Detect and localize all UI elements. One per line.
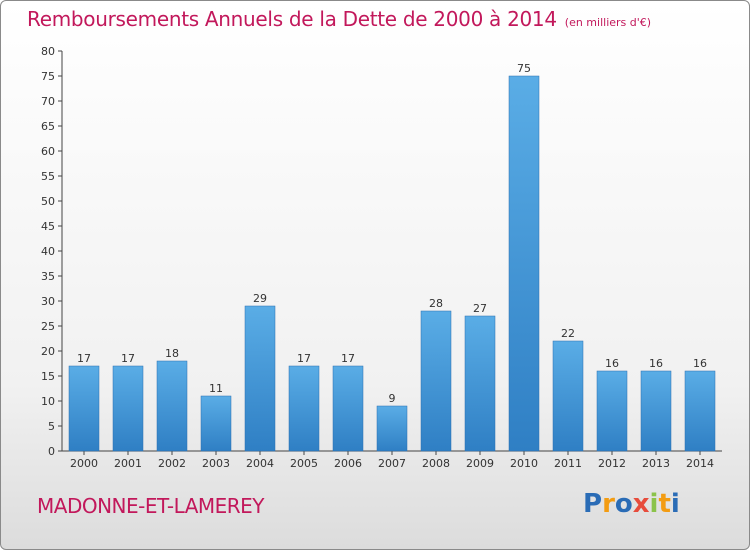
bar-2013 bbox=[640, 370, 672, 452]
chart-title: Remboursements Annuels de la Dette de 20… bbox=[27, 7, 651, 31]
bar-2000 bbox=[68, 365, 100, 452]
chart-unit: (en milliers d'€) bbox=[564, 16, 652, 29]
y-tick-label: 20 bbox=[41, 345, 55, 358]
bar-value-label: 11 bbox=[209, 382, 223, 395]
y-tick-label: 55 bbox=[41, 170, 55, 183]
logo-letter: i bbox=[670, 489, 680, 519]
bar-2011 bbox=[552, 340, 584, 452]
x-tick-label: 2004 bbox=[246, 457, 274, 470]
bar-2003 bbox=[200, 395, 232, 452]
x-tick-label: 2007 bbox=[378, 457, 406, 470]
y-tick-label: 45 bbox=[41, 220, 55, 233]
bar-value-label: 18 bbox=[165, 347, 179, 360]
y-tick-label: 15 bbox=[41, 370, 55, 383]
bar-2007 bbox=[376, 405, 408, 452]
x-tick-label: 2010 bbox=[510, 457, 538, 470]
logo-letter: P bbox=[583, 489, 603, 519]
bar-value-label: 16 bbox=[605, 357, 619, 370]
bar-2012 bbox=[596, 370, 628, 452]
bar-value-label: 16 bbox=[649, 357, 663, 370]
x-tick-label: 2002 bbox=[158, 457, 186, 470]
chart-axes: 0 5 10 15 20 25 30 35 40 45 50 55 60 65 70 75 80 2000 2001… bbox=[41, 45, 722, 470]
x-tick-label: 2014 bbox=[686, 457, 714, 470]
y-tick-label: 40 bbox=[41, 245, 55, 258]
logo-letter: r bbox=[602, 489, 615, 519]
logo-letter: t bbox=[658, 489, 671, 519]
x-tick-label: 2003 bbox=[202, 457, 230, 470]
bar-2004 bbox=[244, 305, 276, 452]
bar-2002 bbox=[156, 360, 188, 452]
bar-2006 bbox=[332, 365, 364, 452]
bar-2010 bbox=[508, 75, 540, 452]
y-tick-label: 60 bbox=[41, 145, 55, 158]
y-tick-label: 50 bbox=[41, 195, 55, 208]
bar-value-label: 27 bbox=[473, 302, 487, 315]
bar-value-label: 29 bbox=[253, 292, 267, 305]
bar-value-label: 17 bbox=[77, 352, 91, 365]
x-tick-label: 2000 bbox=[70, 457, 98, 470]
town-name: MADONNE-ET-LAMEREY bbox=[37, 494, 265, 518]
bar-2008 bbox=[420, 310, 452, 452]
x-tick-label: 2005 bbox=[290, 457, 318, 470]
y-tick-label: 75 bbox=[41, 70, 55, 83]
x-tick-label: 2008 bbox=[422, 457, 450, 470]
x-tick-label: 2011 bbox=[554, 457, 582, 470]
x-tick-label: 2012 bbox=[598, 457, 626, 470]
bar-2014 bbox=[684, 370, 716, 452]
logo-letter: x bbox=[632, 489, 650, 519]
bar-2001 bbox=[112, 365, 144, 452]
y-tick-label: 70 bbox=[41, 95, 55, 108]
chart-title-text: Remboursements Annuels de la Dette de 20… bbox=[27, 7, 557, 31]
bar-value-label: 17 bbox=[341, 352, 355, 365]
x-tick-label: 2001 bbox=[114, 457, 142, 470]
x-tick-label: 2006 bbox=[334, 457, 362, 470]
y-tick-label: 10 bbox=[41, 395, 55, 408]
logo-letter: o bbox=[614, 489, 633, 519]
bar-value-label: 75 bbox=[517, 62, 531, 75]
bar-value-label: 22 bbox=[561, 327, 575, 340]
proxiti-logo: Proxiti bbox=[583, 489, 680, 519]
bar-value-label: 16 bbox=[693, 357, 707, 370]
y-tick-label: 80 bbox=[41, 45, 55, 58]
y-tick-label: 25 bbox=[41, 320, 55, 333]
logo-letter: i bbox=[649, 489, 659, 519]
x-tick-label: 2009 bbox=[466, 457, 494, 470]
y-tick-label: 35 bbox=[41, 270, 55, 283]
bar-value-label: 17 bbox=[121, 352, 135, 365]
y-tick-label: 30 bbox=[41, 295, 55, 308]
bar-value-label: 17 bbox=[297, 352, 311, 365]
bar-value-label: 28 bbox=[429, 297, 443, 310]
y-tick-label: 5 bbox=[48, 420, 55, 433]
bar-2005 bbox=[288, 365, 320, 452]
bar-2009 bbox=[464, 315, 496, 452]
bar-value-label: 9 bbox=[389, 392, 396, 405]
y-tick-label: 0 bbox=[48, 445, 55, 458]
chart-bars: 17 17 18 11 29 17 17 9 28 27 75 22 16 16 16 bbox=[68, 62, 716, 452]
y-tick-label: 65 bbox=[41, 120, 55, 133]
x-tick-label: 2013 bbox=[642, 457, 670, 470]
